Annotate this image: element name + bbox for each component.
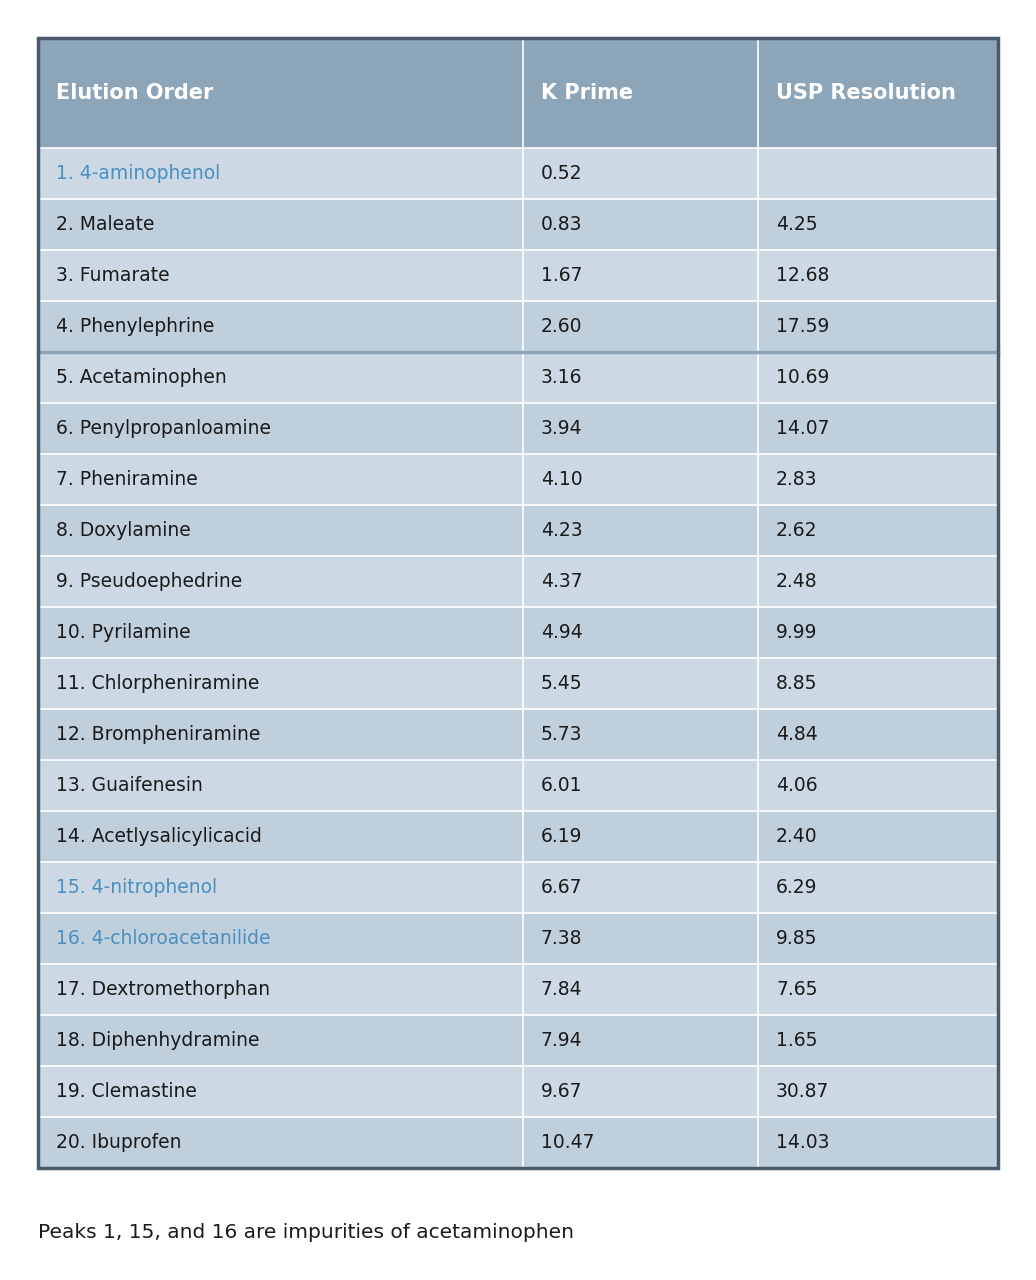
Text: 10.69: 10.69 [776,369,830,387]
Text: 9.85: 9.85 [776,929,817,948]
Bar [38,556,998,607]
Bar [38,454,998,506]
Text: 7.94: 7.94 [541,1030,582,1050]
Text: 2.48: 2.48 [776,572,817,591]
Text: 8.85: 8.85 [776,675,817,692]
Text: 10.47: 10.47 [541,1133,595,1152]
Text: 18. Diphenhydramine: 18. Diphenhydramine [56,1030,259,1050]
Text: 2.60: 2.60 [541,317,582,335]
Bar [38,38,998,1167]
Text: 15. 4-nitrophenol: 15. 4-nitrophenol [56,878,218,897]
Text: 4.10: 4.10 [541,470,582,489]
Text: 1.67: 1.67 [541,266,582,285]
Bar [38,913,998,964]
Text: 19. Clemastine: 19. Clemastine [56,1082,197,1101]
Bar [38,964,998,1015]
Bar [38,352,998,403]
Bar [38,760,998,812]
Text: 1.65: 1.65 [776,1030,817,1050]
Bar [38,250,998,301]
Text: 20. Ibuprofen: 20. Ibuprofen [56,1133,181,1152]
Text: 4.06: 4.06 [776,776,817,795]
Bar [38,607,998,658]
Bar [38,1066,998,1117]
Text: 6.19: 6.19 [541,827,582,846]
Text: 9.99: 9.99 [776,623,817,643]
Text: 9. Pseudoephedrine: 9. Pseudoephedrine [56,572,242,591]
Text: 12.68: 12.68 [776,266,830,285]
Text: 4.25: 4.25 [776,215,817,234]
Text: 16. 4-chloroacetanilide: 16. 4-chloroacetanilide [56,929,270,948]
Text: 7. Pheniramine: 7. Pheniramine [56,470,198,489]
Text: 4.94: 4.94 [541,623,582,643]
Text: 3.16: 3.16 [541,369,582,387]
Text: 6.67: 6.67 [541,878,582,897]
Text: Elution Order: Elution Order [56,83,213,102]
Bar [38,658,998,709]
Text: 4.37: 4.37 [541,572,582,591]
Text: 17.59: 17.59 [776,317,830,335]
Text: 5.73: 5.73 [541,724,582,744]
Text: K Prime: K Prime [541,83,633,102]
Text: 13. Guaifenesin: 13. Guaifenesin [56,776,203,795]
Text: 30.87: 30.87 [776,1082,830,1101]
Text: 6. Penylpropanloamine: 6. Penylpropanloamine [56,419,271,438]
Text: 2.62: 2.62 [776,521,817,540]
Bar [38,148,998,198]
Text: 2.83: 2.83 [776,470,817,489]
Text: 4.84: 4.84 [776,724,817,744]
Text: 0.83: 0.83 [541,215,582,234]
Text: 5. Acetaminophen: 5. Acetaminophen [56,369,227,387]
Text: 11. Chlorpheniramine: 11. Chlorpheniramine [56,675,259,692]
Text: 8. Doxylamine: 8. Doxylamine [56,521,191,540]
Text: 10. Pyrilamine: 10. Pyrilamine [56,623,191,643]
Text: 0.52: 0.52 [541,164,582,183]
Text: 3.94: 3.94 [541,419,582,438]
Bar [38,403,998,454]
Text: 14.07: 14.07 [776,419,830,438]
Text: 7.65: 7.65 [776,980,817,998]
Bar [38,709,998,760]
Text: 2.40: 2.40 [776,827,817,846]
Text: 14. Acetlysalicylicacid: 14. Acetlysalicylicacid [56,827,262,846]
Text: 7.38: 7.38 [541,929,582,948]
Text: 4.23: 4.23 [541,521,582,540]
Text: 6.01: 6.01 [541,776,582,795]
Bar [38,861,998,913]
Bar [38,1015,998,1066]
Text: USP Resolution: USP Resolution [776,83,956,102]
Text: 12. Brompheniramine: 12. Brompheniramine [56,724,260,744]
Text: 1. 4-aminophenol: 1. 4-aminophenol [56,164,221,183]
Text: 4. Phenylephrine: 4. Phenylephrine [56,317,214,335]
Text: 6.29: 6.29 [776,878,817,897]
Bar [38,38,998,148]
Text: 2. Maleate: 2. Maleate [56,215,154,234]
Bar [38,198,998,250]
Text: Peaks 1, 15, and 16 are impurities of acetaminophen: Peaks 1, 15, and 16 are impurities of ac… [38,1222,574,1242]
Text: 9.67: 9.67 [541,1082,582,1101]
Bar [38,812,998,861]
Text: 17. Dextromethorphan: 17. Dextromethorphan [56,980,270,998]
Bar [38,506,998,556]
Bar [38,1117,998,1167]
Text: 3. Fumarate: 3. Fumarate [56,266,170,285]
Bar [38,301,998,352]
Text: 5.45: 5.45 [541,675,582,692]
Text: 7.84: 7.84 [541,980,582,998]
Text: 14.03: 14.03 [776,1133,830,1152]
